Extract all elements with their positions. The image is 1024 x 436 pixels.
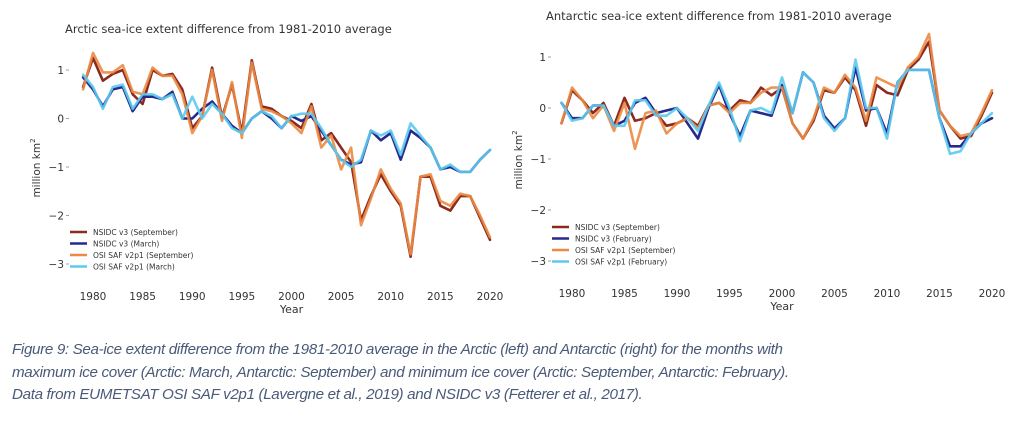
series-line (81, 73, 492, 174)
y-tick: 0 (539, 103, 551, 115)
y-axis-label: million km2 (512, 130, 525, 189)
y-tick-label: −3 (49, 259, 64, 271)
y-tick: 0 (57, 114, 69, 126)
figure-caption: Figure 9: Sea-ice extent difference from… (12, 339, 1012, 407)
legend-item: NSIDC v3 (September) (70, 228, 178, 237)
antarctic-chart-panel: Antarctic sea-ice extent difference from… (511, 0, 1024, 330)
legend-label: OSI SAF v2p1 (September) (93, 251, 193, 260)
x-tick-label: 1990 (664, 288, 691, 300)
y-tick: −2 (531, 205, 551, 217)
legend-label: OSI SAF v2p1 (September) (575, 246, 675, 255)
x-tick-label: 2000 (769, 288, 796, 300)
series-line (81, 51, 492, 256)
x-tick-label: 2015 (926, 288, 953, 300)
y-tick-label: 1 (539, 52, 546, 64)
y-tick: 1 (539, 52, 551, 64)
y-tick: −2 (49, 211, 69, 223)
x-tick-label: 1995 (229, 291, 256, 303)
legend-item: OSI SAF v2p1 (September) (70, 251, 193, 260)
legend: NSIDC v3 (September) NSIDC v3 (March) OSI … (70, 228, 193, 272)
legend-item: OSI SAF v2p1 (March) (70, 263, 175, 272)
y-tick-label: −2 (49, 211, 64, 223)
x-axis-label: Year (279, 303, 304, 316)
legend-item: NSIDC v3 (September) (552, 223, 660, 232)
x-tick-label: 2000 (278, 291, 305, 303)
y-tick-label: 0 (539, 103, 546, 115)
x-tick-label: 2010 (874, 288, 901, 300)
arctic-chart-panel: Arctic sea-ice extent difference from 19… (0, 0, 512, 330)
legend-label: NSIDC v3 (September) (93, 228, 178, 237)
y-tick-label: 0 (57, 114, 64, 126)
legend: NSIDC v3 (September) NSIDC v3 (February) O… (552, 223, 675, 267)
legend-label: NSIDC v3 (September) (575, 223, 660, 232)
series-line (560, 58, 994, 156)
antarctic-chart: Antarctic sea-ice extent difference from… (511, 9, 1006, 313)
y-tick-label: −1 (531, 154, 546, 166)
y-tick-label: 1 (57, 65, 64, 77)
caption-line-3: Data from EUMETSAT OSI SAF v2p1 (Lavergn… (12, 386, 643, 403)
x-tick-label: 2005 (821, 288, 848, 300)
caption-line-1: Figure 9: Sea-ice extent difference from… (12, 341, 783, 358)
chart-title: Antarctic sea-ice extent difference from… (546, 9, 892, 23)
y-tick: −1 (531, 154, 551, 166)
x-axis-label: Year (769, 300, 794, 313)
y-tick: −3 (531, 256, 551, 268)
x-tick-label: 2015 (427, 291, 454, 303)
arctic-chart: Arctic sea-ice extent difference from 19… (29, 22, 504, 316)
legend-item: OSI SAF v2p1 (September) (552, 246, 675, 255)
y-tick: 1 (57, 65, 69, 77)
x-tick-label: 2020 (477, 291, 504, 303)
y-tick-label: −1 (49, 162, 64, 174)
x-tick-label: 1980 (80, 291, 107, 303)
caption-line-2: maximum ice cover (Arctic: March, Antarc… (12, 363, 789, 381)
legend-label: OSI SAF v2p1 (February) (575, 258, 667, 267)
y-axis-label: million km2 (29, 138, 43, 197)
x-tick-label: 2020 (979, 288, 1006, 300)
x-tick-label: 2010 (377, 291, 404, 303)
legend-label: OSI SAF v2p1 (March) (93, 263, 175, 272)
x-tick-label: 1985 (129, 291, 156, 303)
chart-title: Arctic sea-ice extent difference from 19… (65, 22, 392, 36)
x-tick-label: 1985 (611, 288, 638, 300)
x-tick-label: 1980 (559, 288, 586, 300)
legend-label: NSIDC v3 (February) (575, 235, 652, 244)
y-tick: −3 (49, 259, 69, 271)
legend-item: NSIDC v3 (March) (70, 240, 159, 249)
y-tick-label: −2 (531, 205, 546, 217)
legend-label: NSIDC v3 (March) (93, 240, 159, 249)
series-line (560, 32, 994, 151)
legend-item: OSI SAF v2p1 (February) (552, 258, 667, 267)
y-tick: −1 (49, 162, 69, 174)
legend-item: NSIDC v3 (February) (552, 235, 652, 244)
x-tick-label: 2005 (328, 291, 355, 303)
x-tick-label: 1990 (179, 291, 206, 303)
y-tick-label: −3 (531, 256, 546, 268)
x-tick-label: 1995 (716, 288, 743, 300)
